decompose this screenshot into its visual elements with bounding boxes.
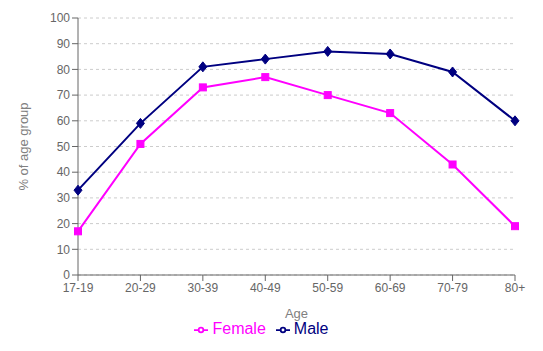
svg-text:% of age group: % of age group [16, 102, 31, 190]
svg-text:80+: 80+ [505, 281, 525, 295]
svg-text:60: 60 [57, 114, 71, 128]
svg-text:30-39: 30-39 [188, 281, 219, 295]
svg-text:50: 50 [57, 140, 71, 154]
svg-text:80: 80 [57, 63, 71, 77]
svg-text:60-69: 60-69 [375, 281, 406, 295]
html-text:Female: Female [212, 320, 266, 337]
svg-text:17-19: 17-19 [63, 281, 94, 295]
svg-text:20-29: 20-29 [125, 281, 156, 295]
svg-text:10: 10 [57, 243, 71, 257]
svg-text:70: 70 [57, 88, 71, 102]
svg-text:70-79: 70-79 [437, 281, 468, 295]
svg-text:90: 90 [57, 37, 71, 51]
svg-text:0: 0 [63, 268, 70, 282]
svg-text:100: 100 [50, 11, 70, 25]
svg-text:40: 40 [57, 165, 71, 179]
svg-text:Age: Age [285, 306, 308, 321]
svg-text:40-49: 40-49 [250, 281, 281, 295]
html-text:Male: Male [293, 320, 329, 337]
svg-text:50-59: 50-59 [312, 281, 343, 295]
svg-text:20: 20 [57, 217, 71, 231]
svg-text:30: 30 [57, 191, 71, 205]
